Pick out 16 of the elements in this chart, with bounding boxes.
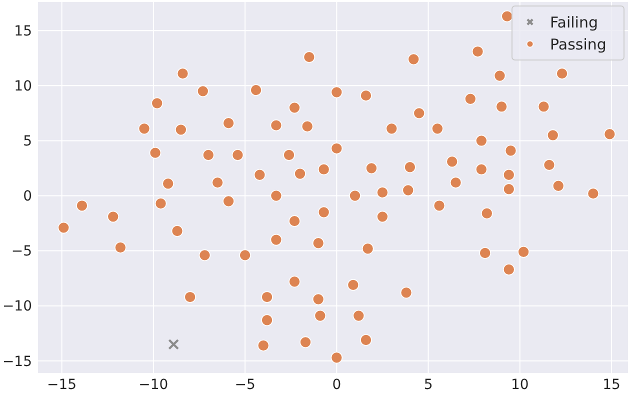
x-tick-label: 15 xyxy=(602,377,620,393)
y-tick-label: 0 xyxy=(23,188,32,205)
y-tick-label: 5 xyxy=(23,134,32,150)
y-tick-label: −15 xyxy=(2,354,32,370)
x-tick-label: −15 xyxy=(47,377,77,393)
x-tick-label: 10 xyxy=(510,377,529,393)
x-tick-label: 5 xyxy=(424,377,433,393)
x-tick-label: −10 xyxy=(138,377,168,393)
legend-label: Failing xyxy=(550,13,598,32)
legend-label: Passing xyxy=(550,35,606,54)
x-tick-label: 0 xyxy=(332,377,342,393)
x-tick-label: −5 xyxy=(234,377,256,393)
y-tick-label: 10 xyxy=(14,78,32,95)
y-tick-label: −5 xyxy=(11,244,32,260)
y-tick-label: −10 xyxy=(2,298,32,315)
y-tick-label: 15 xyxy=(14,24,32,40)
